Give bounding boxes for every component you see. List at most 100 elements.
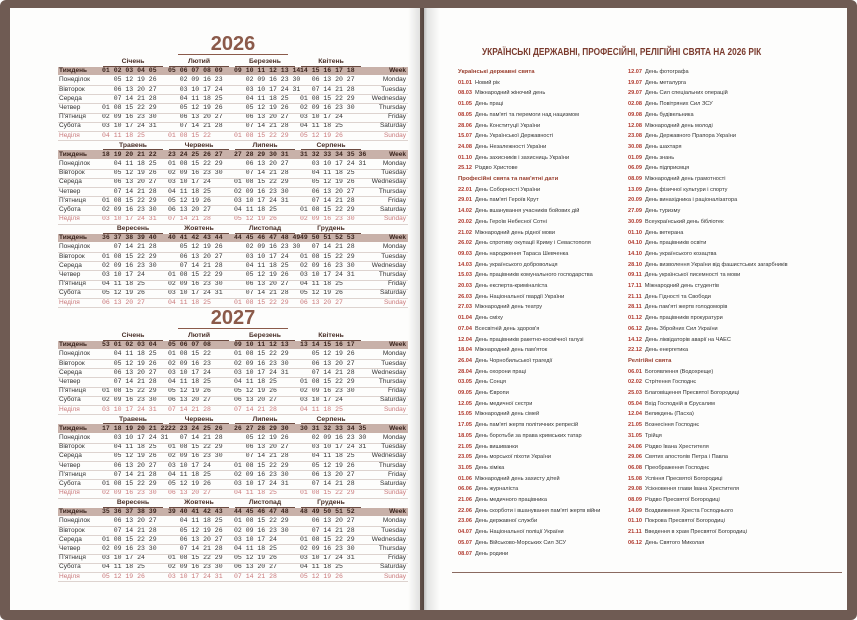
row-rule [58,386,408,388]
month-name: Липень [252,415,278,423]
day-numbers: 02 09 16 23 30 [300,387,355,395]
year-title: 2026 [210,33,256,55]
day-numbers: 02 09 16 23 30 [102,545,157,552]
holiday-entry: 04.07 День Національної поліції України [458,529,564,536]
month-name-rule [301,339,361,341]
holiday-entry: 15.05 Міжнародний день сімей [458,412,539,418]
weekday-label-en: Wednesday [371,452,406,460]
holiday-text: День фотографа [645,69,689,75]
month-name: Квітень [318,332,344,339]
day-numbers: 01 08 15 22 29 [102,535,157,543]
week-numbers: 09 10 11 12 13 [234,341,289,349]
month-name: Серпень [316,141,346,149]
row-rule [58,405,408,406]
holiday-text: День захисників і захисниць України [475,154,570,161]
weekday-label-en: Tuesday [381,443,406,451]
day-numbers: 04 11 18 25 [234,205,277,213]
holiday-text: Різдво Івана Хрестителя [645,443,709,450]
holiday-text: День Святого Миколая [645,539,705,546]
weekday-label-en: Wednesday [371,178,406,186]
day-numbers: 07 14 21 28 [300,526,355,534]
holiday-date: 21.11 [628,293,642,300]
row-rule [58,288,408,290]
day-numbers: 02 09 16 23 30 [300,433,367,441]
row-rule [58,214,408,215]
weekday-label: Субота [59,563,81,571]
day-numbers: 06 13 20 27 [168,252,223,260]
day-numbers: 04 11 18 25 [300,169,355,177]
holiday-text: Міжнародний жіночий день [475,90,546,97]
month-name-rule [103,506,163,508]
weekday-label: Четвер [59,271,81,278]
holiday-entry: 04.10 День працівників освіти [628,240,706,247]
month-name: Листопад [248,499,282,506]
weekday-label-en: Saturday [379,289,406,297]
week-numbers: 18 19 20 21 22 [102,150,157,158]
row-rule [58,298,408,299]
day-numbers: 01 08 15 22 29 [102,196,157,204]
holiday-date: 09.05 [458,390,472,396]
month-name: Травень [119,141,147,149]
day-numbers: 01 08 15 22 29 [102,104,157,111]
day-numbers: 04 11 18 25 [300,280,343,288]
day-numbers: 06 13 20 27 [102,85,157,93]
holiday-text: Різдво Христове [475,165,518,172]
holiday-date: 27.09 [628,208,642,215]
holiday-date: 28.11 [628,304,642,311]
holiday-entry: 05.07 День Військово-Морських Сил ЗСУ [458,540,566,547]
weekday-label: П'ятниця [59,113,86,121]
holiday-text: Стрітення Господнє [645,379,697,386]
holiday-text: Всесвітній день здоров'я [475,325,540,332]
row-rule [58,196,408,197]
holiday-text: День родини [475,550,509,557]
month-name-rule [169,339,229,341]
day-numbers: 01 08 15 22 29 [168,271,223,278]
row-rule [58,395,408,397]
day-numbers: 04 11 18 25 [102,131,145,139]
holiday-text: День медичної сестри [475,400,533,407]
holiday-date: 15.07 [458,133,472,140]
holiday-text: День пам'яті жертв голодоморів [644,304,728,311]
holiday-entry: 21.05 Вознесіння Господнє [628,422,699,429]
holiday-entry: 30.09 Всеукраїнський день бібліотек [628,219,724,226]
holiday-entry: 24.08 День Незалежності України [458,144,546,151]
holiday-entry: 12.07 День фотографа [628,69,689,76]
holiday-entry: 19.07 День металурга [628,80,686,87]
day-numbers: 01 08 15 22 [168,350,211,358]
holiday-entry: 14.03 День українського добровольця [458,262,558,269]
holiday-entry: 06.06 День журналіста [458,486,518,493]
month-name: Вересень [116,225,150,232]
holiday-entry: 20.02 День Героїв Небесної Сотні [458,219,547,226]
week-numbers: 05 06 07 08 [168,341,211,349]
day-numbers: 05 12 19 26 [102,452,157,460]
holiday-date: 26.02 [458,240,472,247]
day-numbers: 07 14 21 28 [168,405,211,413]
holiday-date: 06.12 [628,539,642,546]
day-numbers: 03 10 17 24 [102,554,145,562]
holiday-date: 02.08 [628,101,642,108]
holiday-text: День шахтаря [645,143,682,150]
day-numbers: 01 08 15 22 29 [300,535,355,543]
holiday-entry: 09.08 День будівельника [628,112,694,119]
holiday-text: Благовіщення Пресвятої Богородиці [645,390,740,396]
holiday-date: 01.10 [458,154,472,161]
day-numbers: 01 08 15 22 [168,131,211,139]
week-label: Тиждень [59,341,87,349]
day-numbers: 03 10 17 24 31 [102,405,157,413]
holiday-date: 21.06 [458,497,472,503]
month-name-rule [301,65,361,67]
holiday-text: День пам'яті жертв політичних репресій [475,422,579,429]
day-numbers: 02 09 16 23 30 [234,187,289,195]
holiday-entry: 09.03 День народження Тараса Шевченка [458,251,568,258]
holiday-date: 31.05 [458,464,472,471]
holiday-heading: Релігійні свята [628,357,672,364]
weekday-label: Неділя [59,215,80,223]
holiday-text: Міжнародний день пам'яток [475,347,548,354]
weekday-label-en: Tuesday [381,85,406,93]
day-numbers: 03 10 17 24 31 [168,289,223,297]
holiday-text: День боротьби за права кримських татар [475,432,582,439]
day-numbers: 04 11 18 25 [168,517,223,525]
row-rule [58,307,408,308]
